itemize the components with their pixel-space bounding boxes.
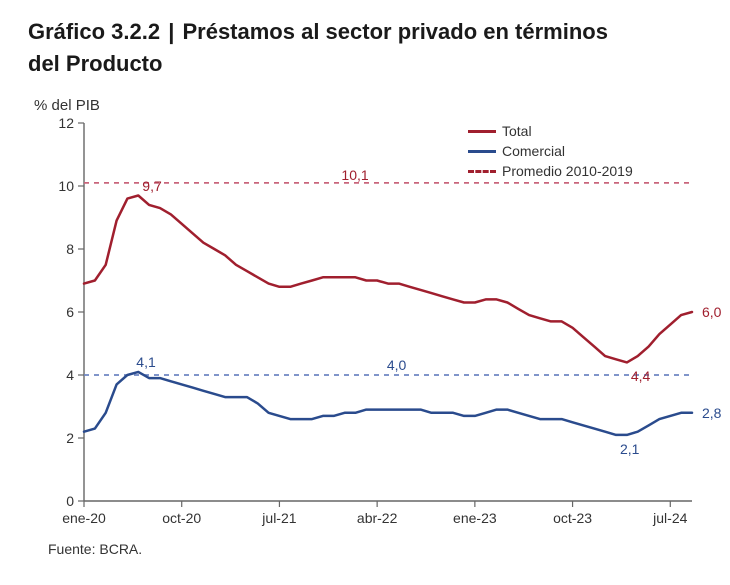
legend-item: Comercial: [468, 141, 633, 161]
svg-text:12: 12: [58, 115, 74, 131]
svg-text:0: 0: [66, 493, 74, 509]
title-prefix: Gráfico 3.2.2: [28, 19, 160, 44]
legend-item: Total: [468, 121, 633, 141]
title-separator: |: [160, 19, 182, 44]
chart-title-line2: del Producto: [28, 50, 702, 78]
svg-text:ene-23: ene-23: [453, 510, 497, 526]
annotation-ref-com: 4,0: [387, 357, 406, 373]
svg-text:ene-20: ene-20: [62, 510, 106, 526]
svg-text:6: 6: [66, 304, 74, 320]
svg-text:8: 8: [66, 241, 74, 257]
annotation-total-end: 6,0: [702, 304, 721, 320]
legend-item: Promedio 2010-2019: [468, 161, 633, 181]
svg-text:jul-24: jul-24: [652, 510, 687, 526]
legend-swatch: [468, 130, 496, 133]
page-root: Gráfico 3.2.2 | Préstamos al sector priv…: [0, 0, 730, 585]
chart-legend: TotalComercialPromedio 2010-2019: [468, 121, 633, 181]
annotation-ref-total: 10,1: [341, 167, 368, 183]
annotation-com-peak: 4,1: [136, 354, 155, 370]
svg-text:4: 4: [66, 367, 74, 383]
chart-container: % del PIB 024681012ene-20oct-20jul-21abr…: [28, 97, 702, 537]
legend-swatch: [468, 170, 496, 173]
svg-text:abr-22: abr-22: [357, 510, 398, 526]
chart-title-line1: Gráfico 3.2.2 | Préstamos al sector priv…: [28, 18, 702, 46]
legend-swatch: [468, 150, 496, 153]
chart-source: Fuente: BCRA.: [28, 541, 702, 557]
svg-text:oct-23: oct-23: [553, 510, 592, 526]
svg-text:2: 2: [66, 430, 74, 446]
legend-label: Promedio 2010-2019: [502, 161, 633, 181]
annotation-com-end: 2,8: [702, 405, 721, 421]
annotation-total-peak: 9,7: [142, 178, 161, 194]
annotation-com-trough: 2,1: [620, 441, 639, 457]
title-main: Préstamos al sector privado en términos: [182, 19, 608, 44]
svg-text:10: 10: [58, 178, 74, 194]
legend-label: Comercial: [502, 141, 565, 161]
legend-label: Total: [502, 121, 532, 141]
svg-text:jul-21: jul-21: [261, 510, 296, 526]
annotation-total-trough: 4,4: [631, 368, 650, 384]
svg-text:oct-20: oct-20: [162, 510, 201, 526]
